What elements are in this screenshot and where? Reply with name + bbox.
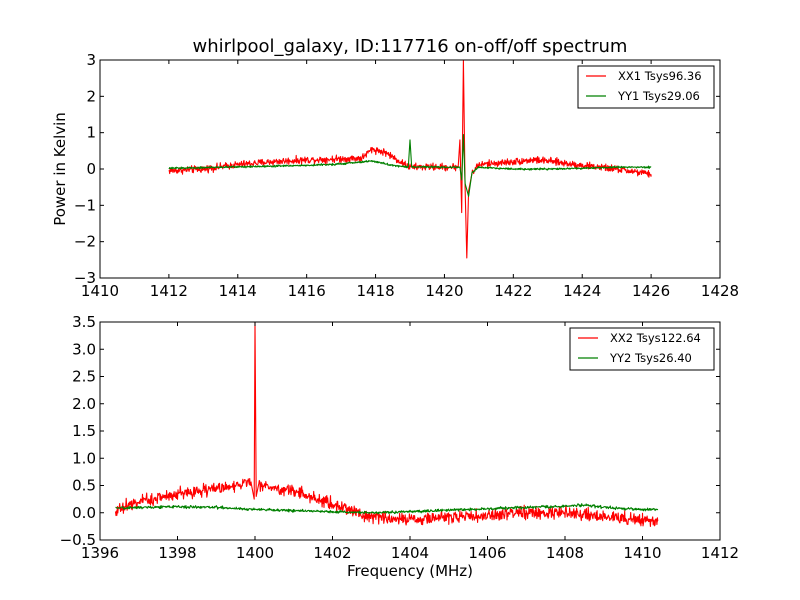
y-tick-label: 2.0: [72, 395, 96, 413]
x-tick-label: 1404: [391, 544, 429, 562]
x-tick-label: 1410: [81, 282, 119, 300]
y-tick-label: −1: [74, 196, 96, 214]
x-tick-label: 1428: [701, 282, 739, 300]
y-tick-label: 3.0: [72, 340, 96, 358]
x-tick-label: 1426: [632, 282, 670, 300]
x-tick-label: 1410: [623, 544, 661, 562]
bottom-xlabel: Frequency (MHz): [347, 562, 473, 580]
x-tick-label: 1406: [468, 544, 506, 562]
x-tick-label: 1402: [313, 544, 351, 562]
chart-title: whirlpool_galaxy, ID:117716 on-off/off s…: [193, 36, 628, 57]
legend-label-yy1: YY1 Tsys29.06: [617, 89, 700, 103]
top-legend-box: [577, 65, 715, 109]
legend-label-xx1: XX1 Tsys96.36: [618, 69, 702, 83]
top-spectrum-plot: 1410 1412 1414 1416 1418 1420 1422 1424 1426 1428…: [51, 51, 739, 300]
x-tick-label: 1398: [158, 544, 196, 562]
y-tick-label: −0.5: [60, 531, 96, 549]
y-tick-label: 1.5: [72, 422, 96, 440]
top-ylabel: Power in Kelvin: [51, 112, 69, 226]
y-tick-label: 0: [86, 160, 96, 178]
x-tick-label: 1408: [546, 544, 584, 562]
bottom-spectrum-plot: 1396 1398 1400 1402 1404 1406 1408 1410 1412 −0.5…: [60, 313, 740, 580]
bottom-legend-box: [569, 327, 715, 371]
x-tick-label: 1416: [288, 282, 326, 300]
bottom-ticks: 1396 1398 1400 1402 1404 1406 1408 1410 1412 −0.5…: [60, 313, 740, 562]
y-tick-label: 3.5: [72, 313, 96, 331]
x-tick-label: 1424: [563, 282, 601, 300]
bottom-legend: XX2 Tsys122.64 YY2 Tsys26.40: [569, 327, 715, 371]
y-tick-label: −2: [74, 233, 96, 251]
x-tick-label: 1420: [425, 282, 463, 300]
y-tick-label: 3: [86, 51, 96, 69]
top-ticks: 1410 1412 1414 1416 1418 1420 1422 1424 1426 1428…: [74, 51, 739, 300]
bottom-series-layer: [114, 322, 659, 527]
y-tick-label: 1: [86, 124, 96, 142]
y-tick-label: 0.0: [72, 504, 96, 522]
series-line-xx2: [114, 322, 659, 527]
x-tick-label: 1412: [150, 282, 188, 300]
legend-label-xx2: XX2 Tsys122.64: [610, 331, 701, 345]
series-line-xx1: [168, 60, 652, 259]
x-tick-label: 1400: [236, 544, 274, 562]
y-tick-label: 2.5: [72, 368, 96, 386]
x-tick-label: 1422: [494, 282, 532, 300]
x-tick-label: 1418: [356, 282, 394, 300]
series-line-yy1: [168, 133, 652, 197]
legend-label-yy2: YY2 Tsys26.40: [609, 351, 692, 365]
y-tick-label: 2: [86, 87, 96, 105]
x-tick-label: 1414: [219, 282, 257, 300]
y-tick-label: 1.0: [72, 449, 96, 467]
y-tick-label: 0.5: [72, 477, 96, 495]
x-tick-label: 1412: [701, 544, 739, 562]
x-tick-label: 1396: [81, 544, 119, 562]
top-series-layer: [168, 60, 652, 259]
series-line-yy2: [115, 503, 659, 515]
top-legend: XX1 Tsys96.36 YY1 Tsys29.06: [577, 65, 715, 109]
y-tick-label: −3: [74, 269, 96, 287]
